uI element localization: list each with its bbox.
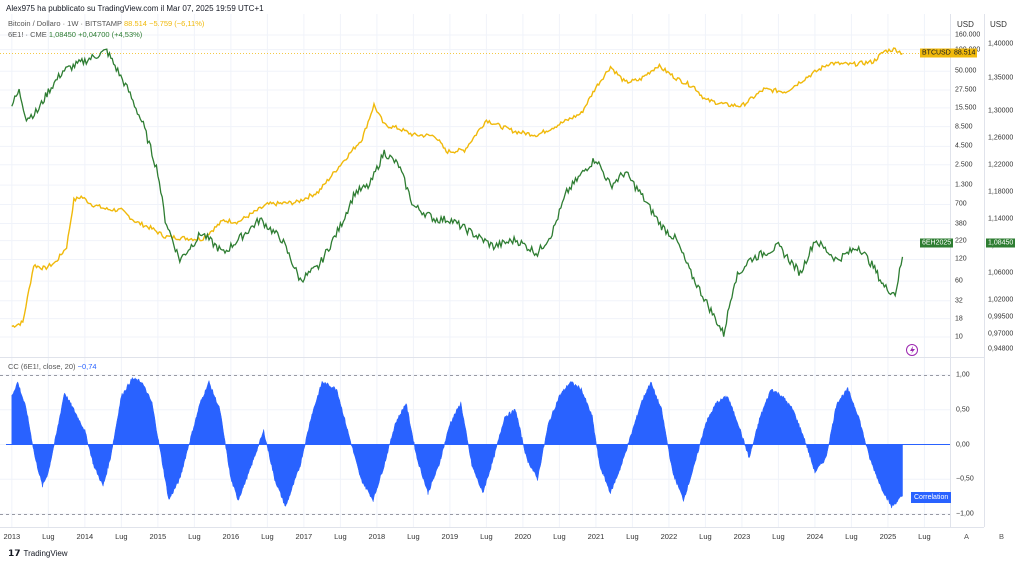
eur-price-tag: 1,08450 — [986, 238, 1016, 248]
eur-tick-label: 0,99500 — [988, 313, 1014, 321]
x-tick-label: Lug — [626, 532, 639, 541]
correlation-reference-lines — [0, 375, 950, 515]
x-tick-label: Lug — [480, 532, 493, 541]
btc-tick-label: 60 — [955, 277, 963, 285]
legend-cc-label: CC (6E1!, close, 20) — [8, 362, 76, 371]
price-lines — [11, 47, 904, 337]
btc-tick-label: 380 — [955, 220, 967, 228]
eur-tick-label: 1,35000 — [988, 74, 1014, 82]
btc-tick-label: 1.300 — [955, 181, 973, 189]
eur-line[interactable] — [11, 48, 904, 337]
x-tick-label: 2017 — [295, 532, 313, 541]
legend-cc[interactable]: CC (6E1!, close, 20) −0,74 — [8, 362, 97, 371]
x-tick-label: 2023 — [733, 532, 751, 541]
eur-tick-label: 1,40000 — [988, 40, 1014, 48]
btc-tick-label: 50.000 — [955, 67, 977, 75]
x-tick-label: Lug — [772, 532, 785, 541]
btc-tick-label: 220 — [955, 237, 967, 245]
legend-eur-label: 6E1! · CME — [8, 30, 47, 39]
btc-tick-label: 160.000 — [955, 31, 981, 39]
legend-btc-change: −5.759 (−6,11%) — [149, 19, 205, 28]
btc-price-tag: 88.514 — [952, 48, 978, 58]
x-tick-label: Lug — [845, 532, 858, 541]
x-tick-label: Lug — [115, 532, 128, 541]
eur-tick-label: 1,14000 — [988, 215, 1014, 223]
btc-tick-label: 32 — [955, 297, 963, 305]
x-tick-label: Lug — [699, 532, 712, 541]
correlation-area — [6, 376, 950, 509]
x-tick-label: 2018 — [368, 532, 386, 541]
x-tick-label: Lug — [407, 532, 420, 541]
eur-tick-label: 1,18000 — [988, 188, 1014, 196]
eur-tick-label: 0,94800 — [988, 345, 1014, 353]
eur-symbol-tag: 6EH2025 — [920, 238, 954, 248]
legend-cc-value: −0,74 — [77, 362, 97, 371]
cc-tick-label: −0,50 — [956, 475, 974, 483]
x-tick-label: 2013 — [3, 532, 21, 541]
legend-eur[interactable]: 6E1! · CME 1,08450 +0,04700 (+4,53%) — [8, 30, 142, 39]
x-tick-label: 2025 — [879, 532, 897, 541]
scale-button-a[interactable]: A — [964, 532, 970, 541]
x-tick-label: Lug — [188, 532, 201, 541]
legend-btc[interactable]: Bitcoin / Dollaro · 1W · BITSTAMP 88.514… — [8, 19, 204, 28]
x-tick-label: Lug — [261, 532, 274, 541]
btc-symbol-tag: BTCUSD — [920, 48, 953, 58]
cc-tick-label: 0,50 — [956, 406, 970, 414]
x-tick-label: 2019 — [441, 532, 459, 541]
btc-line[interactable] — [11, 47, 903, 329]
eur-tick-label: 1,02000 — [988, 296, 1014, 304]
right-axis-unit: USD — [990, 20, 1007, 29]
alert-icon[interactable] — [906, 344, 918, 356]
eur-tick-label: 1,26000 — [988, 134, 1014, 142]
btc-tick-label: 27.500 — [955, 86, 977, 94]
x-tick-label: 2016 — [222, 532, 240, 541]
x-tick-label: 2022 — [660, 532, 678, 541]
correlation-tag: Correlation — [911, 492, 952, 503]
left-axis-unit: USD — [957, 20, 974, 29]
btc-tick-label: 700 — [955, 200, 967, 208]
x-tick-label: 2024 — [806, 532, 824, 541]
x-tick-label: 2021 — [587, 532, 605, 541]
btc-tick-label: 2.500 — [955, 161, 973, 169]
btc-tick-label: 15.500 — [955, 104, 977, 112]
footer-brand[interactable]: 𝟭𝟳 TradingView — [8, 548, 68, 559]
x-tick-label: 2015 — [149, 532, 167, 541]
cc-tick-label: 1,00 — [956, 371, 970, 379]
x-tick-label: Lug — [42, 532, 55, 541]
x-tick-label: Lug — [918, 532, 931, 541]
footer-brand-label: TradingView — [23, 549, 68, 558]
btc-tick-label: 120 — [955, 255, 967, 263]
scale-button-b[interactable]: B — [999, 532, 1005, 541]
eur-tick-label: 1,22000 — [988, 161, 1014, 169]
tradingview-logo-icon: 𝟭𝟳 — [8, 548, 21, 558]
x-tick-label: Lug — [334, 532, 347, 541]
legend-eur-price: 1,08450 — [48, 30, 76, 39]
x-tick-label: 2014 — [76, 532, 94, 541]
cc-tick-label: −1,00 — [956, 510, 974, 518]
x-tick-label: 2020 — [514, 532, 532, 541]
cc-tick-label: 0,00 — [956, 441, 970, 448]
legend-btc-label: Bitcoin / Dollaro · 1W · BITSTAMP — [8, 19, 122, 28]
x-tick-label: Lug — [553, 532, 566, 541]
btc-tick-label: 4.500 — [955, 142, 973, 150]
eur-tick-label: 1,30000 — [988, 107, 1014, 115]
legend-btc-price: 88.514 — [124, 19, 147, 28]
eur-tick-label: 1,06000 — [988, 269, 1014, 277]
eur-tick-label: 0,97000 — [988, 330, 1014, 338]
btc-tick-label: 8.500 — [955, 123, 973, 131]
publisher-line: Alex975 ha pubblicato su TradingView.com… — [6, 4, 264, 13]
legend-eur-change: +0,04700 (+4,53%) — [78, 30, 143, 39]
btc-tick-label: 10 — [955, 333, 963, 341]
btc-tick-label: 18 — [955, 315, 963, 323]
cc-area-fill[interactable] — [11, 376, 903, 509]
